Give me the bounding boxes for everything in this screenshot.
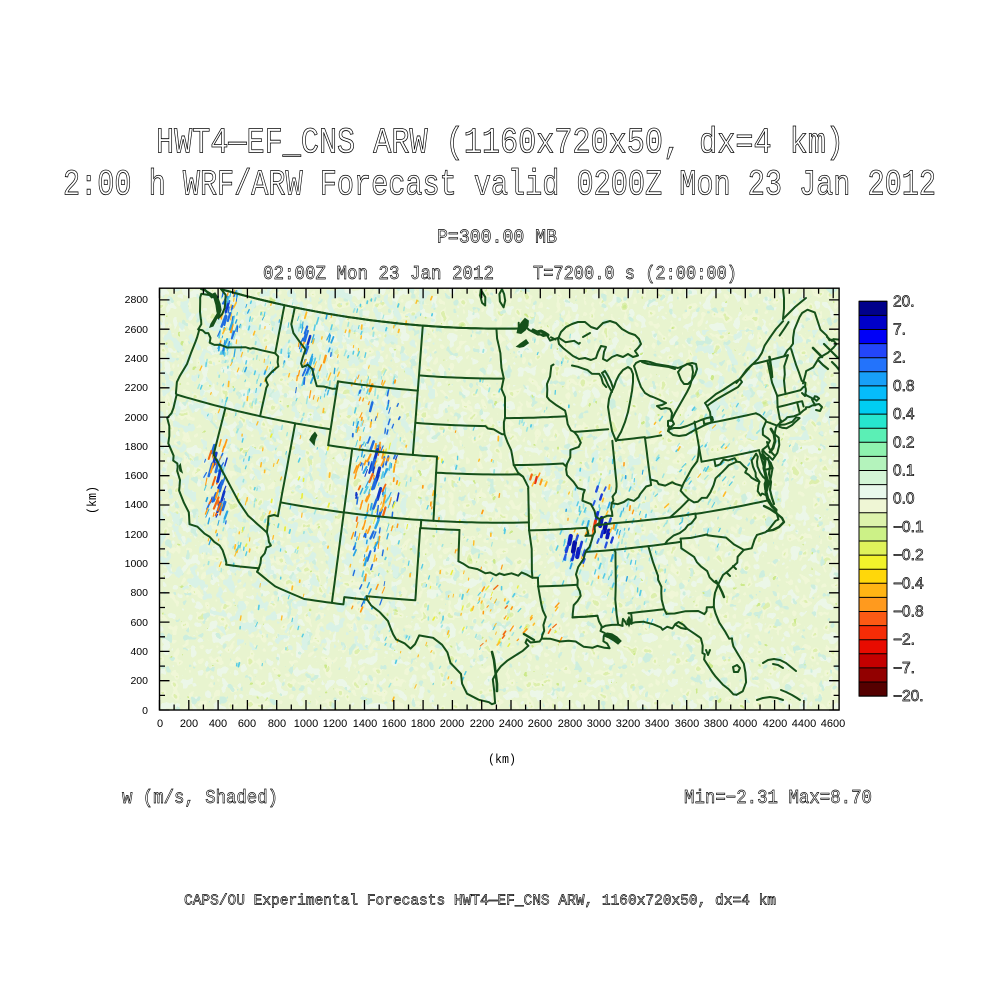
svg-text:1200: 1200 <box>125 529 149 541</box>
svg-text:7.: 7. <box>893 322 906 339</box>
svg-text:w (m/s, Shaded): w (m/s, Shaded) <box>122 787 278 809</box>
svg-text:CAPS/OU Experimental Forecasts: CAPS/OU Experimental Forecasts HWT4—EF_C… <box>184 893 776 910</box>
svg-text:−2.: −2. <box>893 632 915 649</box>
svg-text:4000: 4000 <box>733 718 757 730</box>
svg-text:1400: 1400 <box>125 499 149 511</box>
svg-text:2.: 2. <box>893 350 906 367</box>
svg-text:2800: 2800 <box>125 294 149 306</box>
svg-text:2600: 2600 <box>125 324 149 336</box>
svg-text:−0.1: −0.1 <box>893 519 924 536</box>
svg-text:3000: 3000 <box>587 718 611 730</box>
svg-text:−0.8: −0.8 <box>893 604 924 621</box>
svg-text:2200: 2200 <box>125 382 149 394</box>
svg-text:(km): (km) <box>488 752 516 767</box>
svg-text:0.1: 0.1 <box>893 463 915 480</box>
svg-text:400: 400 <box>209 718 227 730</box>
svg-text:2600: 2600 <box>528 718 552 730</box>
svg-text:2:00 h WRF/ARW Forecast valid: 2:00 h WRF/ARW Forecast valid 0200Z Mon … <box>63 165 936 206</box>
svg-text:1200: 1200 <box>323 718 347 730</box>
svg-text:HWT4—EF_CNS ARW (1160x720x50,: HWT4—EF_CNS ARW (1160x720x50, dx=4 km) <box>156 123 844 164</box>
svg-text:2200: 2200 <box>470 718 494 730</box>
svg-text:3600: 3600 <box>675 718 699 730</box>
svg-text:2400: 2400 <box>499 718 523 730</box>
svg-text:200: 200 <box>180 718 198 730</box>
svg-text:1000: 1000 <box>125 558 149 570</box>
svg-text:4400: 4400 <box>792 718 816 730</box>
svg-text:4200: 4200 <box>763 718 787 730</box>
svg-text:4600: 4600 <box>821 718 845 730</box>
svg-text:1000: 1000 <box>294 718 318 730</box>
svg-text:1600: 1600 <box>125 470 149 482</box>
svg-text:1800: 1800 <box>125 441 149 453</box>
svg-text:0.0: 0.0 <box>893 491 915 508</box>
svg-text:3200: 3200 <box>616 718 640 730</box>
svg-text:1800: 1800 <box>411 718 435 730</box>
svg-text:0: 0 <box>142 705 148 717</box>
svg-text:3400: 3400 <box>645 718 669 730</box>
svg-text:P=300.00 MB: P=300.00 MB <box>437 227 557 249</box>
svg-text:Min=−2.31 Max=8.70: Min=−2.31 Max=8.70 <box>684 787 872 809</box>
svg-text:20.: 20. <box>893 293 915 310</box>
svg-text:0.8: 0.8 <box>893 378 915 395</box>
svg-text:−7.: −7. <box>893 660 915 677</box>
svg-text:600: 600 <box>238 718 256 730</box>
svg-text:2400: 2400 <box>125 353 149 365</box>
svg-text:2000: 2000 <box>125 412 149 424</box>
svg-text:400: 400 <box>130 646 148 658</box>
svg-text:02:00Z Mon 23 Jan 2012: 02:00Z Mon 23 Jan 2012 <box>263 263 494 285</box>
svg-text:−0.4: −0.4 <box>893 575 924 592</box>
svg-text:800: 800 <box>268 718 286 730</box>
svg-text:0.4: 0.4 <box>893 406 915 423</box>
svg-text:0.2: 0.2 <box>893 434 915 451</box>
svg-text:1600: 1600 <box>382 718 406 730</box>
svg-text:600: 600 <box>130 617 148 629</box>
svg-text:−0.2: −0.2 <box>893 547 924 564</box>
svg-text:2800: 2800 <box>558 718 582 730</box>
svg-text:T=7200.0 s (2:00:00): T=7200.0 s (2:00:00) <box>533 263 737 285</box>
svg-text:0: 0 <box>157 718 163 730</box>
svg-text:−20.: −20. <box>893 688 924 705</box>
svg-text:3800: 3800 <box>704 718 728 730</box>
svg-text:800: 800 <box>130 587 148 599</box>
svg-text:1400: 1400 <box>353 718 377 730</box>
svg-text:(km): (km) <box>85 486 100 514</box>
svg-text:2000: 2000 <box>440 718 464 730</box>
svg-text:200: 200 <box>130 675 148 687</box>
